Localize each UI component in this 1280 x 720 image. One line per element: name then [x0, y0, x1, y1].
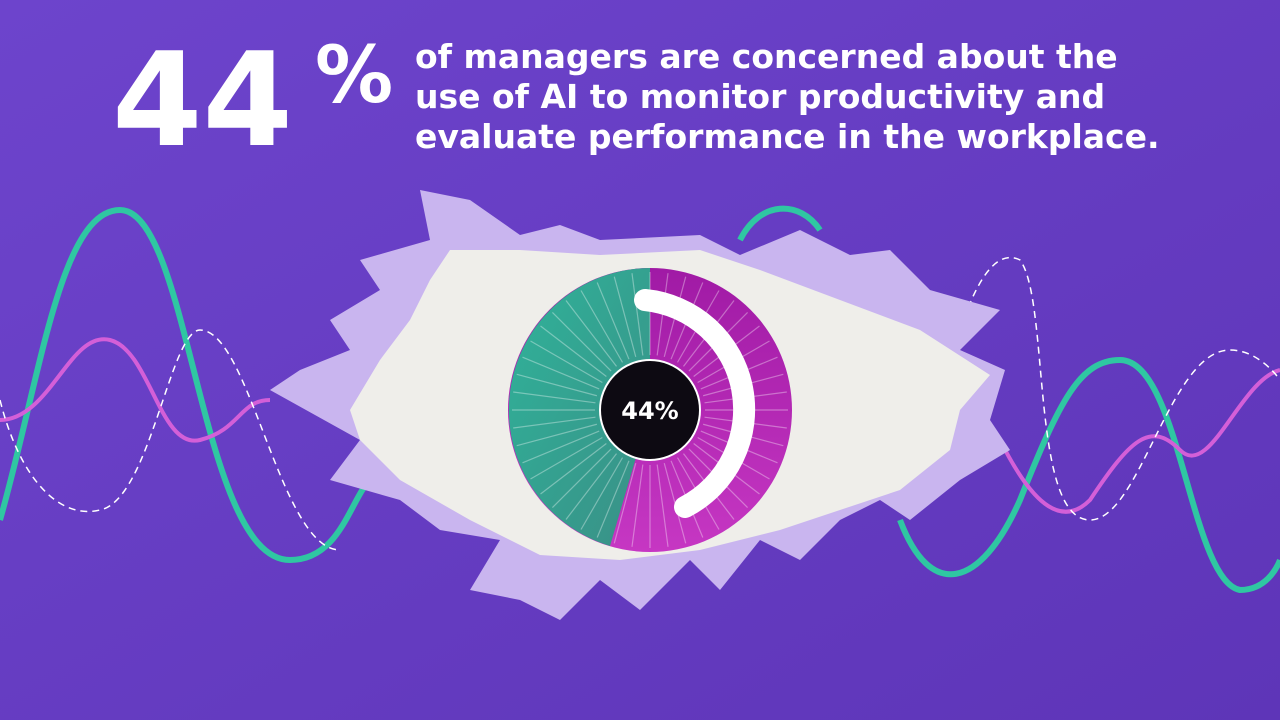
spoke [565, 453, 617, 520]
spoke [596, 282, 630, 360]
description-line: of managers are concerned about the [415, 37, 1118, 76]
spoke [516, 423, 598, 447]
spoke [513, 391, 596, 404]
spoke [656, 464, 669, 547]
spoke [516, 373, 598, 397]
spoke [580, 290, 624, 363]
spoke [551, 448, 612, 509]
spoke [540, 325, 607, 377]
spoke [522, 356, 600, 390]
spoke [580, 457, 624, 530]
spoke [530, 436, 603, 480]
spoke [540, 443, 607, 495]
spoke [631, 464, 644, 547]
gauge-arc [634, 289, 756, 518]
headline-unit: % [315, 31, 393, 121]
description-line: use of AI to monitor productivity and [415, 77, 1105, 116]
headline-number: 44 [112, 24, 293, 176]
spoke [530, 340, 603, 384]
description-line: evaluate performance in the workplace. [415, 117, 1160, 156]
spoke [631, 273, 644, 356]
waves [0, 205, 1280, 594]
spoke [513, 416, 596, 429]
spoke [522, 430, 600, 464]
spoke [596, 460, 630, 538]
spoke [565, 300, 617, 367]
spoke [613, 276, 637, 358]
spoke [613, 462, 637, 544]
eye-label: 44% [621, 397, 678, 425]
spoke [551, 311, 612, 372]
eye: 44% [508, 268, 792, 552]
